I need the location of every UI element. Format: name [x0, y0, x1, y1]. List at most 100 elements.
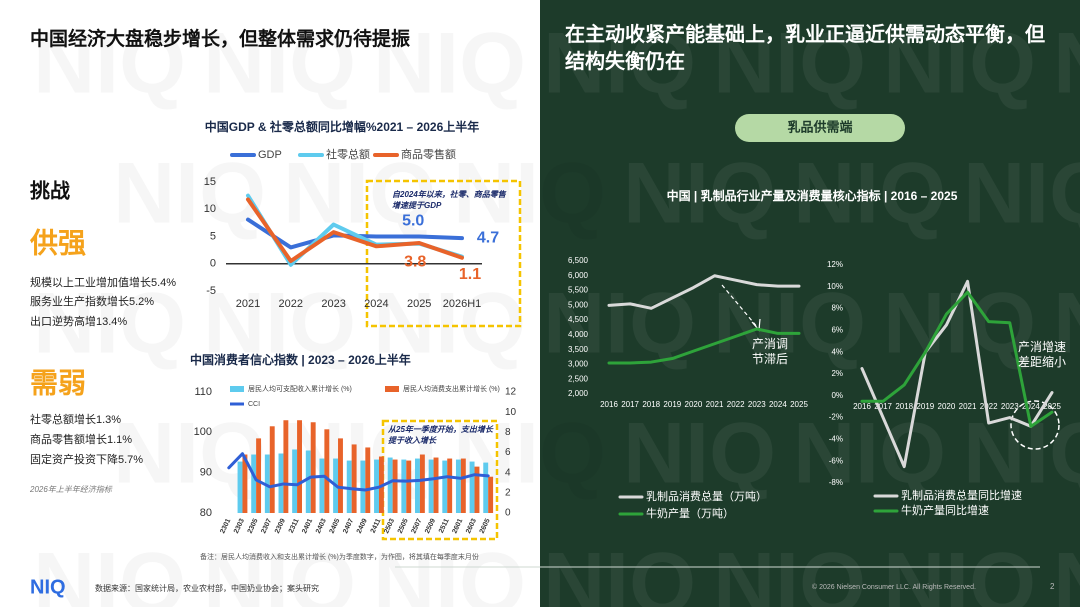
watermark: NIQ — [373, 536, 526, 607]
bar — [305, 450, 311, 513]
x-tick-label: 2017 — [874, 402, 892, 411]
bar — [319, 458, 325, 513]
y2-tick-label: 8 — [505, 427, 511, 438]
annotation: 产消调节滞后 — [752, 337, 789, 366]
legend-swatch — [230, 386, 244, 392]
legend-label: CCI — [248, 401, 260, 408]
y2-tick-label: 12 — [505, 387, 517, 398]
y-tick-label: 5 — [210, 230, 216, 242]
watermark: NIQ — [623, 406, 776, 502]
annotation: 从25年一季度开始，支出增长提于收入增长 — [388, 425, 493, 445]
bar — [387, 457, 393, 513]
bar — [242, 454, 248, 513]
x-tick-label: 2026H1 — [443, 298, 482, 310]
x-tick-label: 2016 — [853, 402, 871, 411]
y2-tick-label: 6 — [505, 447, 511, 458]
bar — [346, 460, 352, 513]
y-tick-label: 12% — [827, 260, 843, 269]
y-tick-label: 10% — [827, 282, 843, 291]
legend-swatch — [385, 386, 399, 392]
watermark: NIQ — [883, 536, 1036, 607]
watermark: NIQ — [543, 276, 696, 372]
x-tick-label: 2016 — [600, 400, 618, 409]
y-tick-label: 2,000 — [568, 389, 589, 398]
watermark: NIQ — [1053, 16, 1080, 112]
y-tick-label: -2% — [829, 413, 843, 422]
legend-label: 商品零售额 — [401, 147, 456, 161]
bar — [338, 438, 343, 513]
bar — [406, 460, 412, 513]
watermark: NIQ — [113, 146, 266, 242]
watermark: NIQ — [623, 146, 776, 242]
y2-tick-label: 4 — [505, 467, 511, 478]
y-tick-label: 0 — [210, 258, 216, 270]
watermark: NIQ — [203, 536, 356, 607]
value-label: 3.8 — [404, 253, 426, 270]
supply-item: 出口逆势高增13.4% — [30, 314, 127, 328]
demand-heading: 需弱 — [30, 367, 86, 398]
watermark: NIQ — [1053, 276, 1080, 372]
data-line — [227, 452, 490, 492]
x-tick-label: 2021 — [706, 400, 724, 409]
supply-item: 服务业生产指数增长5.2% — [30, 294, 154, 308]
bar — [237, 461, 243, 513]
copyright: © 2026 Nielsen Consumer LLC. All Rights … — [812, 583, 976, 591]
footnote: 2026年上半年经济指标 — [29, 485, 113, 494]
source: 数据来源：国家统计局，农业农村部，中国奶业协会；案头研究 — [95, 583, 319, 593]
x-tick-label: 2021 — [959, 402, 977, 411]
y-tick-label: 110 — [194, 386, 212, 398]
legend-label: 牛奶产量（万吨） — [646, 506, 734, 520]
supply-heading: 供强 — [29, 227, 86, 258]
y-tick-label: -8% — [829, 478, 843, 487]
y-tick-label: 2% — [831, 369, 843, 378]
y-tick-label: 8% — [831, 304, 843, 313]
bar — [365, 447, 371, 513]
bar — [269, 426, 275, 513]
y2-tick-label: 2 — [505, 487, 511, 498]
data-line — [246, 197, 464, 264]
bar — [401, 459, 407, 513]
annotation: 自2024年以来，社零、商品零售增速提于GDP — [392, 190, 506, 210]
y-tick-label: 5,500 — [568, 286, 589, 295]
legend-label: 居民人均消费支出累计增长 (%) — [403, 384, 500, 393]
value-label: 1.1 — [459, 266, 481, 283]
watermark: NIQ — [713, 536, 866, 607]
challenge-heading: 挑战 — [30, 179, 70, 202]
y-tick-label: 6,000 — [568, 271, 589, 280]
y-tick-label: 4,500 — [568, 315, 589, 324]
y2-tick-label: 10 — [505, 407, 517, 418]
chart-title: 中国GDP & 社零总额同比增幅%2021 – 2026上半年 — [205, 119, 480, 134]
watermark: NIQ — [543, 536, 696, 607]
legend-label: GDP — [258, 149, 282, 161]
y-tick-label: 0% — [831, 391, 843, 400]
y-tick-label: 4% — [831, 347, 843, 356]
y-tick-label: 3,000 — [568, 360, 589, 369]
bar — [310, 422, 316, 513]
annotation: 产消增速差距缩小 — [1018, 340, 1067, 369]
y-tick-label: 6% — [831, 326, 843, 335]
x-tick-label: 2025 — [407, 298, 431, 310]
demand-item: 社零总额增长1.3% — [30, 412, 121, 426]
x-tick-label: 2017 — [621, 400, 639, 409]
annotation-box: 从25年一季度开始，支出增长提于收入增长 — [388, 425, 493, 445]
watermark: NIQ — [713, 16, 866, 112]
x-tick-label: 2023 — [321, 298, 345, 310]
highlight-box — [365, 179, 522, 328]
right-title: 在主动收紧产能基础上，乳业正逼近供需动态平衡，但结构失衡仍在 — [565, 24, 1045, 73]
y-tick-label: 10 — [204, 203, 216, 215]
demand-item: 商品零售额增长1.1% — [30, 432, 132, 446]
pill — [735, 114, 905, 142]
value-label: 4.7 — [477, 229, 499, 246]
x-tick-label: 2018 — [895, 402, 913, 411]
y-tick-label: 90 — [200, 467, 212, 479]
annotation-box: 产消调节滞后 — [752, 337, 789, 366]
bar — [460, 458, 466, 513]
x-tick-label: 2024 — [364, 298, 388, 310]
x-tick-label: 2021 — [236, 298, 260, 310]
x-tick-label: 2022 — [727, 400, 745, 409]
x-tick-label: 2022 — [279, 298, 303, 310]
data-line — [860, 290, 1054, 428]
y-tick-label: -5 — [206, 285, 216, 297]
value-label: 5.0 — [402, 213, 424, 230]
